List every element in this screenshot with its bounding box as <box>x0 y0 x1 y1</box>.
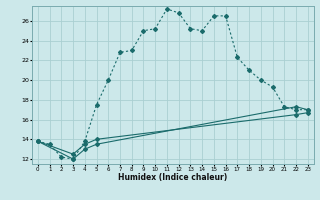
X-axis label: Humidex (Indice chaleur): Humidex (Indice chaleur) <box>118 173 228 182</box>
